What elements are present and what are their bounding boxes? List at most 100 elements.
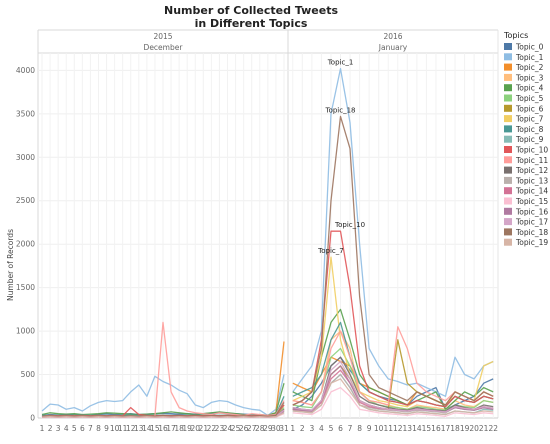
x-tick-label: 14 [412,424,422,433]
y-tick-label: 2500 [16,196,35,205]
series-line-topic-18 [41,402,285,417]
legend-swatch [504,73,512,81]
legend-swatch [504,63,512,71]
legend-item-label: Topic_0 [515,43,544,52]
legend-swatch [504,187,512,195]
x-tick-label: 13 [403,424,413,433]
x-tick-label: 2 [300,424,305,433]
series-layer [41,67,494,419]
legend-item-label: Topic_1 [515,53,544,62]
legend-swatch [504,238,512,246]
legend-item-label: Topic_6 [515,104,544,113]
x-tick-label: 11 [118,424,128,433]
annotation-label: Topic_1 [327,59,354,67]
x-tick-label: 7 [348,424,353,433]
y-tick-label: 4000 [16,66,35,75]
x-tick-label: 20 [469,424,479,433]
legend-swatch [504,135,512,143]
legend-swatch [504,166,512,174]
x-tick-label: 30 [271,424,281,433]
legend-item-label: Topic_10 [515,146,548,155]
x-tick-label: 15 [150,424,160,433]
x-tick-label: 29 [263,424,273,433]
legend-swatch [504,156,512,164]
x-tick-label: 20 [190,424,200,433]
x-tick-label: 19 [182,424,192,433]
series-line-topic-19 [41,412,285,418]
x-tick-label: 15 [422,424,432,433]
legend-swatch [504,228,512,236]
x-tick-label: 24 [223,424,233,433]
x-tick-label: 19 [460,424,470,433]
x-tick-label: 17 [441,424,451,433]
series-line-topic-19 [292,378,494,416]
x-tick-label: 4 [319,424,324,433]
legend-swatch [504,53,512,61]
legend-item-label: Topic_7 [515,115,544,124]
legend-item-label: Topic_19 [515,238,548,247]
legend-item-label: Topic_11 [515,156,548,165]
x-tick-label: 12 [126,424,136,433]
series-line-topic-10 [292,230,494,408]
x-tick-label: 10 [110,424,120,433]
legend-swatch [504,176,512,184]
annotation-label: Topic_7 [317,247,344,255]
legend: Topic_0Topic_1Topic_2Topic_3Topic_4Topic… [504,43,548,247]
x-tick-label: 16 [158,424,168,433]
x-tick-label: 9 [367,424,372,433]
x-tick-label: 27 [247,424,257,433]
legend-item-label: Topic_5 [515,94,544,103]
legend-swatch [504,94,512,102]
x-tick-label: 21 [199,424,209,433]
x-tick-label: 12 [393,424,403,433]
y-tick-label: 3500 [16,109,35,118]
legend-swatch [504,104,512,112]
x-tick-label: 8 [357,424,362,433]
legend-swatch [504,197,512,205]
x-tick-label: 18 [450,424,460,433]
x-tick-label: 31 [279,424,289,433]
chart-title-line1: Number of Collected Tweets [164,4,338,17]
x-tick-label: 1 [40,424,45,433]
x-tick-label: 16 [431,424,441,433]
x-tick-label: 14 [142,424,152,433]
series-line-topic-15 [292,386,494,417]
x-tick-label: 5 [329,424,334,433]
legend-item-label: Topic_3 [515,73,544,82]
legend-item-label: Topic_18 [515,228,548,237]
y-tick-label: 0 [30,414,35,423]
legend-swatch [504,115,512,123]
series-line-topic-1 [41,374,285,417]
x-tick-label: 28 [255,424,265,433]
legend-item-label: Topic_4 [515,84,544,93]
legend-item-label: Topic_12 [515,166,548,175]
legend-swatch [504,218,512,226]
x-tick-label: 10 [374,424,384,433]
series-line-topic-17 [292,360,494,413]
legend-swatch [504,207,512,215]
x-tick-label: 8 [96,424,101,433]
x-tick-label: 3 [56,424,61,433]
y-tick-label: 2000 [16,240,35,249]
legend-item-label: Topic_2 [515,63,544,72]
label-layer: 050010001500200025003000350040002015Dece… [16,32,498,433]
legend-item-label: Topic_15 [515,197,548,206]
y-axis-label: Number of Records [6,229,15,301]
legend-item-label: Topic_9 [515,135,544,144]
legend-swatch [504,43,512,50]
x-tick-label: 23 [215,424,225,433]
x-tick-label: 9 [104,424,109,433]
grid-layer [37,29,499,419]
y-tick-label: 3000 [16,153,35,162]
pane-month-label: December [144,43,184,52]
x-tick-label: 5 [72,424,77,433]
x-tick-label: 26 [239,424,249,433]
legend-swatch [504,84,512,92]
legend-title: Topics [503,31,528,40]
x-tick-label: 6 [80,424,85,433]
y-tick-label: 500 [21,370,36,379]
pane-year-label: 2016 [383,32,402,41]
y-tick-label: 1000 [16,327,35,336]
legend-item-label: Topic_17 [515,218,548,227]
